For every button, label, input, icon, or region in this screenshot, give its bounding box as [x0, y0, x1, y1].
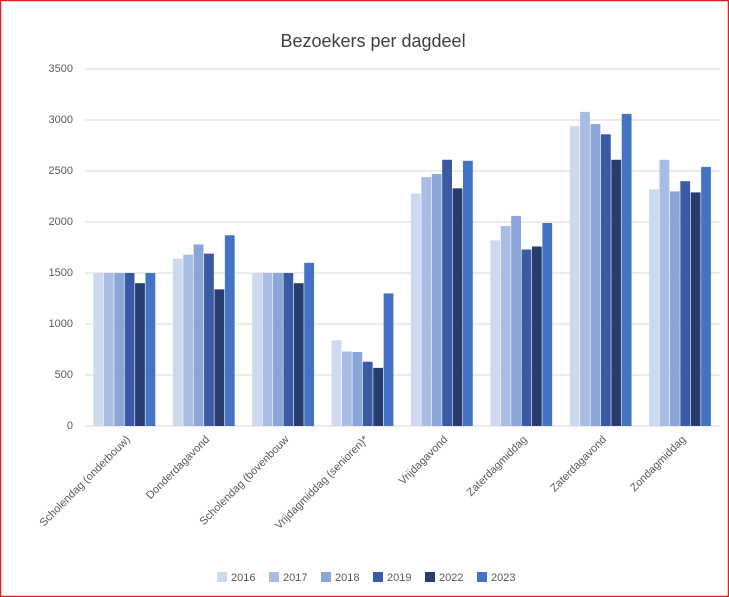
bar: [600, 134, 611, 426]
bar: [431, 174, 442, 426]
bar: [304, 262, 315, 426]
bar: [521, 249, 532, 426]
y-tick-label: 500: [55, 369, 73, 381]
bar: [124, 273, 135, 426]
bar: [490, 240, 501, 426]
bar: [352, 352, 363, 426]
legend-label: 2023: [491, 572, 515, 584]
bar: [680, 181, 691, 426]
bar: [183, 254, 194, 426]
legend-label: 2018: [335, 572, 359, 584]
bar: [273, 273, 283, 426]
bar: [293, 283, 304, 426]
legend-swatch: [425, 572, 435, 582]
bar: [193, 244, 204, 426]
bar: [669, 191, 680, 426]
y-tick-label: 2000: [49, 216, 73, 228]
legend-swatch: [217, 572, 227, 582]
bar: [701, 166, 711, 427]
bar: [145, 273, 156, 426]
bar: [283, 273, 294, 426]
y-tick-label: 3000: [49, 114, 73, 126]
bar: [172, 258, 183, 426]
bar: [421, 177, 432, 426]
bar: [135, 283, 145, 426]
bar: [342, 351, 352, 426]
bar: [362, 361, 373, 426]
bar: [531, 246, 542, 426]
legend-label: 2022: [439, 572, 463, 584]
legend-label: 2017: [283, 572, 307, 584]
bar: [442, 159, 452, 426]
bar: [611, 159, 622, 426]
bar: [410, 193, 421, 426]
bar: [204, 253, 214, 426]
y-tick-label: 1000: [49, 318, 73, 330]
bar: [93, 273, 104, 426]
legend-swatch: [269, 572, 279, 582]
bar: [621, 113, 632, 426]
bar: [452, 188, 463, 426]
legend-swatch: [477, 572, 487, 582]
bar: [649, 189, 659, 426]
bar: [383, 293, 394, 426]
y-tick-label: 2500: [49, 165, 73, 177]
y-tick-label: 1500: [49, 267, 73, 279]
bar: [511, 215, 521, 426]
legend-swatch: [373, 572, 383, 582]
bar: [690, 192, 701, 426]
bar: [262, 273, 273, 426]
legend-swatch: [321, 572, 331, 582]
bar: [103, 273, 114, 426]
bar: [590, 124, 601, 426]
bar: [373, 367, 384, 426]
bar: [331, 340, 342, 426]
bar: [462, 160, 473, 427]
bar: [659, 159, 670, 426]
bar: [580, 111, 590, 426]
bar: [542, 223, 553, 426]
legend-label: 2019: [387, 572, 411, 584]
chart-title: Bezoekers per dagdeel: [280, 31, 465, 51]
bar: [224, 235, 235, 426]
bar: [114, 273, 125, 426]
y-tick-label: 0: [67, 420, 73, 432]
y-tick-label: 3500: [49, 63, 73, 75]
bar: [214, 289, 225, 426]
legend-label: 2016: [231, 572, 255, 584]
bar: [569, 126, 580, 427]
bar: [252, 273, 263, 426]
bar: [500, 226, 511, 426]
